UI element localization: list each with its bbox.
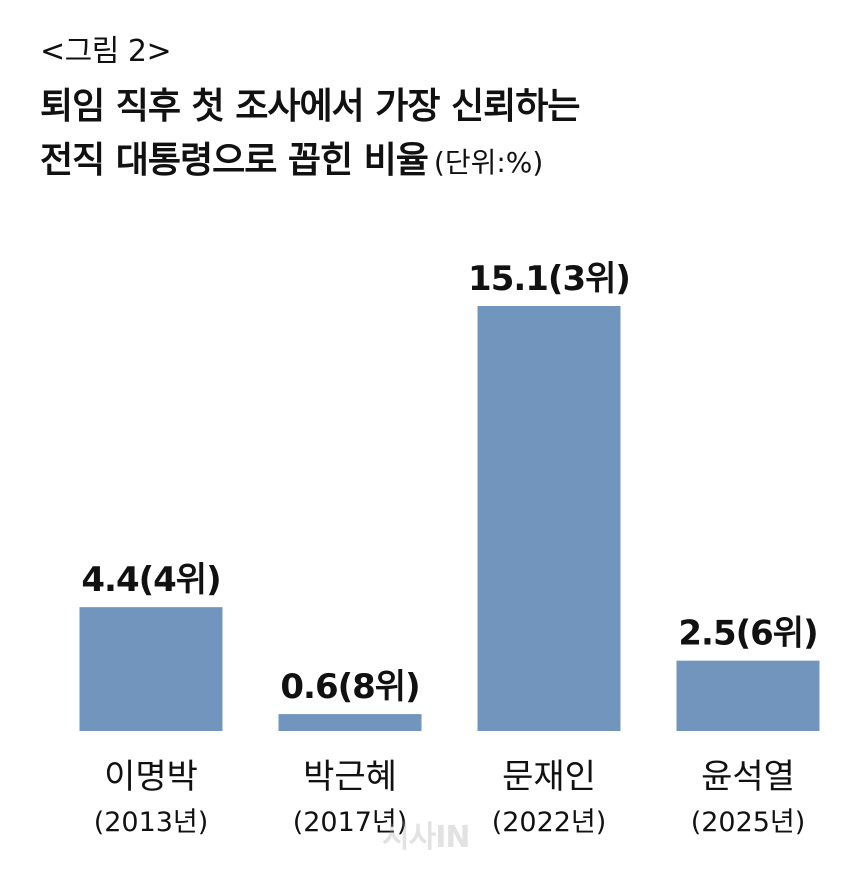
data-label-0: 4.4(4위) bbox=[81, 560, 220, 600]
category-label-3: 윤석열 bbox=[701, 757, 795, 797]
bar-1 bbox=[278, 714, 422, 731]
bar-2 bbox=[477, 306, 621, 731]
chart-title: 퇴임 직후 첫 조사에서 가장 신뢰하는 전직 대통령으로 꼽힌 비율 (단위:%… bbox=[40, 80, 820, 190]
unit-label: (단위:%) bbox=[433, 146, 544, 179]
title-line-2: 전직 대통령으로 꼽힌 비율 (단위:%) bbox=[40, 134, 820, 190]
category-year-2: (2022년) bbox=[492, 807, 607, 838]
category-label-1: 박근혜 bbox=[303, 757, 397, 797]
category-label-0: 이명박 bbox=[104, 757, 198, 797]
data-label-3: 2.5(6위) bbox=[678, 614, 817, 654]
title-line-1: 퇴임 직후 첫 조사에서 가장 신뢰하는 bbox=[40, 86, 580, 127]
category-year-1: (2017년) bbox=[293, 807, 408, 838]
data-label-1: 0.6(8위) bbox=[280, 667, 419, 707]
bar-3 bbox=[676, 660, 820, 731]
data-label-2: 15.1(3위) bbox=[468, 259, 630, 299]
category-year-3: (2025년) bbox=[691, 807, 806, 838]
category-label-2: 문재인 bbox=[502, 757, 596, 797]
figure-label: <그림 2> bbox=[40, 34, 172, 69]
bar-0 bbox=[79, 607, 223, 731]
category-year-0: (2013년) bbox=[94, 807, 209, 838]
watermark: 시사IN bbox=[382, 820, 470, 855]
title-line-2-text: 전직 대통령으로 꼽힌 비율 bbox=[40, 140, 429, 181]
